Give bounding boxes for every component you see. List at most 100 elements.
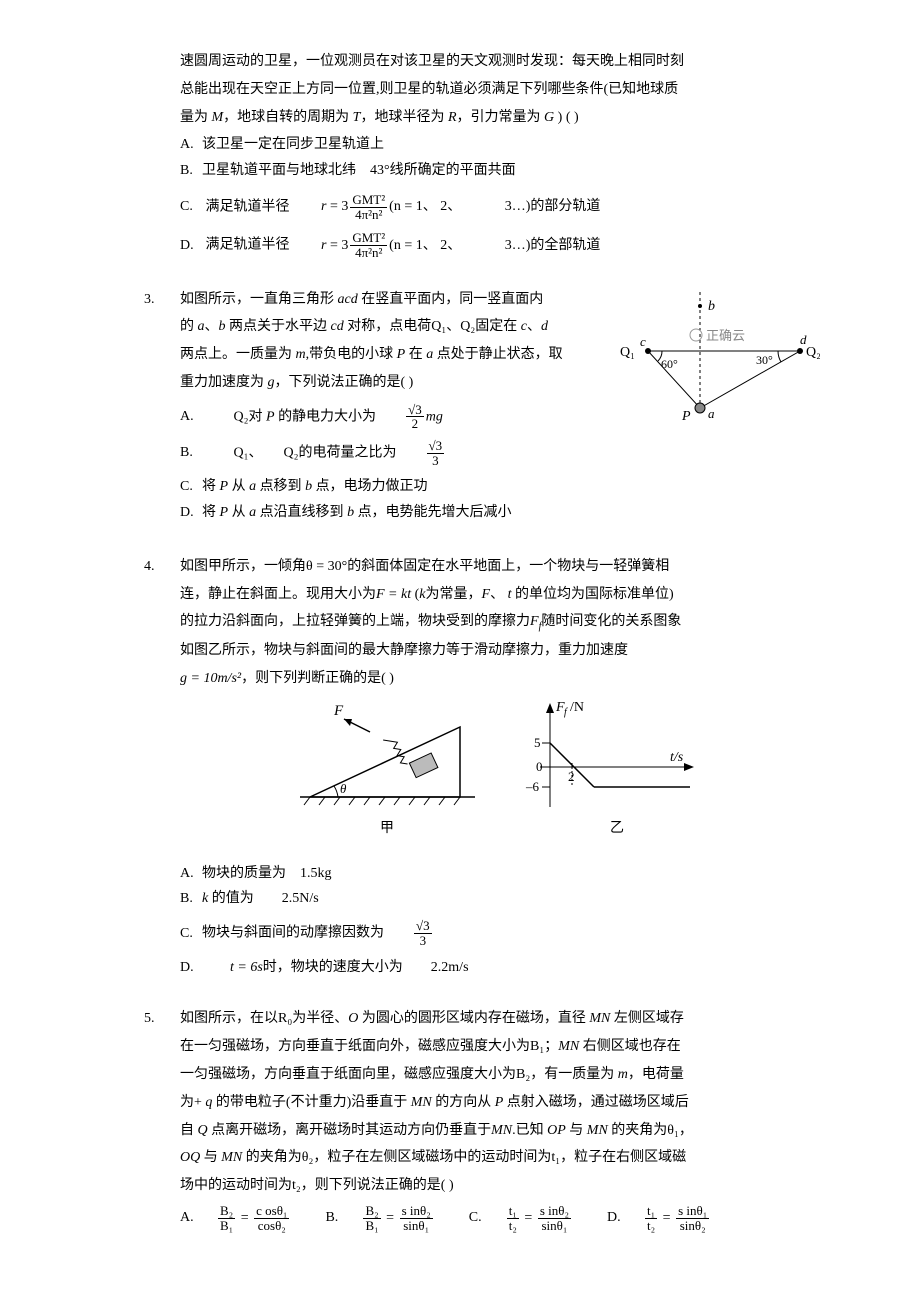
lfrac: t₁t₂ <box>645 1204 657 1232</box>
watermark: 正确云 <box>706 328 745 343</box>
tail: 3…)的部分轨道 <box>505 199 601 214</box>
num: s inθ₁ <box>676 1204 709 1218</box>
text: 的电荷量之比为 <box>299 445 425 460</box>
paren: (n = 1、 2、 <box>389 199 461 214</box>
text: 点处于静止状态，取 <box>433 347 563 362</box>
num: B₂ <box>218 1204 235 1218</box>
var: MN <box>491 1123 512 1138</box>
text: 的拉力沿斜面向，上拉轻弹簧的上端，物块受到的摩擦力 <box>180 614 530 629</box>
var: acd <box>338 292 358 307</box>
text: 两点关于水平边 <box>226 319 331 334</box>
text: ，粒子在左侧区域磁场中的运动时间为 <box>313 1150 551 1165</box>
eq: = <box>383 1210 398 1225</box>
den: 3 <box>414 933 432 948</box>
text: 的 <box>180 319 198 334</box>
var: B₁ <box>530 1039 544 1054</box>
text: ，则下列说法正确的是( ) <box>301 1178 454 1193</box>
opt-label: B. <box>180 441 202 465</box>
opt-label: B. <box>325 1206 347 1230</box>
text: 的夹角为 <box>608 1123 668 1138</box>
option-b: B.卫星轨道平面与地球北纬 43°线所确定的平面共面 <box>180 159 820 183</box>
var: Q₁ <box>234 445 249 460</box>
fig-F: F <box>333 703 344 719</box>
text: 两点上。一质量为 <box>180 347 296 362</box>
text: 物块的质量为 1.5kg <box>202 866 332 881</box>
den: sinθ₁ <box>538 1218 571 1233</box>
text: 的单位均为国际标准单位) <box>511 587 673 602</box>
fraction: GMT²4π²n² <box>350 231 387 259</box>
text: 与 <box>566 1123 587 1138</box>
var: MN <box>558 1039 579 1054</box>
option-d: D. 满足轨道半径 r = 3GMT²4π²n²(n = 1、 2、 3…)的全… <box>180 231 820 259</box>
num: √3 <box>406 403 424 417</box>
eq: g = 10m/s² <box>180 671 241 686</box>
opt-text: 该卫星一定在同步卫星轨道上 <box>202 137 384 152</box>
num: s inθ₂ <box>400 1204 433 1218</box>
text: ) ( ) <box>554 110 579 125</box>
text: 的斜面体固定在水平地面上，一个物块与一轻弹簧相 <box>347 559 669 574</box>
var-R: R <box>448 110 457 125</box>
fig-c: c <box>640 334 646 349</box>
text: 连，静止在斜面上。现用大小为 <box>180 587 376 602</box>
var: P <box>397 347 406 362</box>
lfrac: B₂B₁ <box>363 1204 380 1232</box>
fig-x2: 2 <box>568 769 575 784</box>
var: P <box>220 505 229 520</box>
num: √3 <box>414 919 432 933</box>
text: ，引力常量为 <box>457 110 545 125</box>
option-a: A. B₂B₁ = c osθ₁cosθ₂ <box>180 1204 291 1232</box>
numerator: GMT² <box>350 193 387 207</box>
var: t₁ <box>551 1150 560 1165</box>
den: sinθ₂ <box>676 1218 709 1233</box>
var-M: M <box>212 110 224 125</box>
var: OP <box>547 1123 566 1138</box>
text: ，地球自转的周期为 <box>223 110 353 125</box>
text: 重力加速度为 <box>180 375 268 390</box>
num: t₁ <box>645 1204 657 1218</box>
text: 、 <box>205 319 219 334</box>
text: 满足轨道半径 <box>206 199 318 214</box>
question-4: 4. 如图甲所示，一倾角θ = 30°的斜面体固定在水平地面上，一个物块与一轻弹… <box>180 555 820 979</box>
text: 点，电场力做正功 <box>312 479 428 494</box>
text: 在竖直平面内，同一竖直面内 <box>358 292 544 307</box>
fig-cap1: 甲 <box>380 821 394 836</box>
text: ； <box>544 1039 558 1054</box>
text: 从 <box>228 479 249 494</box>
question-3: 3. b 正确云 Q₁ c Q₂ d 60° 30° P a 如图所示，一直角三… <box>180 288 820 527</box>
opt-label: D. <box>180 234 202 258</box>
var: OQ <box>180 1150 200 1165</box>
text: 量为 <box>180 110 212 125</box>
eq: θ = 30° <box>306 559 347 574</box>
var: a <box>249 505 256 520</box>
text: ,带负电的小球 <box>306 347 397 362</box>
opt-label: D. <box>180 956 202 980</box>
question-2-cont: 速圆周运动的卫星，一位观测员在对该卫星的天文观测时发现：每天晚上相同时刻 总能出… <box>180 50 820 260</box>
den: 2 <box>406 416 424 431</box>
stem-line: g = 10m/s²，则下列判断正确的是( ) <box>180 667 820 691</box>
option-b: B.k 的值为 2.5N/s <box>180 887 820 911</box>
var: F <box>530 614 539 629</box>
text: 在一匀强磁场，方向垂直于纸面向外，磁感应强度大小为 <box>180 1039 530 1054</box>
text: 的带电粒子(不计重力)沿垂直于 <box>212 1095 410 1110</box>
text: 点射入磁场，通过磁场区域后 <box>503 1095 689 1110</box>
opt-label: C. <box>180 922 202 946</box>
opt-label: B. <box>180 887 202 911</box>
rfrac: s inθ₂sinθ₁ <box>400 1204 433 1232</box>
num: √3 <box>427 439 445 453</box>
den: t₂ <box>507 1218 519 1233</box>
opt-label: B. <box>180 159 202 183</box>
stem-line: 连，静止在斜面上。现用大小为F = kt (k为常量，F、 t 的单位均为国际标… <box>180 583 820 607</box>
fig-30: 30° <box>756 353 773 367</box>
fig-b: b <box>708 299 715 314</box>
text: ，下列说法正确的是( ) <box>275 375 414 390</box>
var: MN <box>589 1011 610 1026</box>
opt-label: A. <box>180 862 202 886</box>
text: ，电荷量 <box>628 1067 684 1082</box>
var: MN <box>221 1150 242 1165</box>
var: Q₂ <box>234 409 249 424</box>
text: 将 <box>202 479 220 494</box>
text: 如图所示，一直角三角形 <box>180 292 338 307</box>
text: 、 <box>249 445 284 460</box>
opt-label: D. <box>607 1206 629 1230</box>
opt-label: C. <box>180 195 202 219</box>
